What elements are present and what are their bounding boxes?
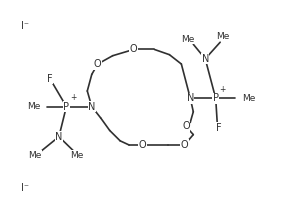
Text: O: O	[182, 121, 190, 131]
Text: N: N	[202, 54, 209, 64]
Text: +: +	[219, 85, 226, 94]
Text: +: +	[70, 93, 76, 102]
Text: Me: Me	[217, 32, 230, 41]
Text: F: F	[47, 74, 53, 84]
Text: Me: Me	[27, 102, 40, 111]
Text: P: P	[63, 102, 69, 112]
Text: O: O	[94, 59, 102, 69]
Text: Me: Me	[242, 94, 255, 103]
Text: O: O	[181, 140, 188, 150]
Text: F: F	[216, 123, 221, 133]
Text: O: O	[139, 140, 146, 150]
Text: Me: Me	[28, 151, 42, 160]
Text: N: N	[88, 102, 95, 112]
Text: I⁻: I⁻	[21, 182, 28, 192]
Text: Me: Me	[181, 35, 194, 44]
Text: P: P	[213, 93, 219, 103]
Text: I⁻: I⁻	[21, 21, 28, 31]
Text: Me: Me	[70, 151, 83, 160]
Text: N: N	[55, 132, 63, 142]
Text: O: O	[130, 45, 137, 55]
Text: N: N	[187, 93, 194, 103]
